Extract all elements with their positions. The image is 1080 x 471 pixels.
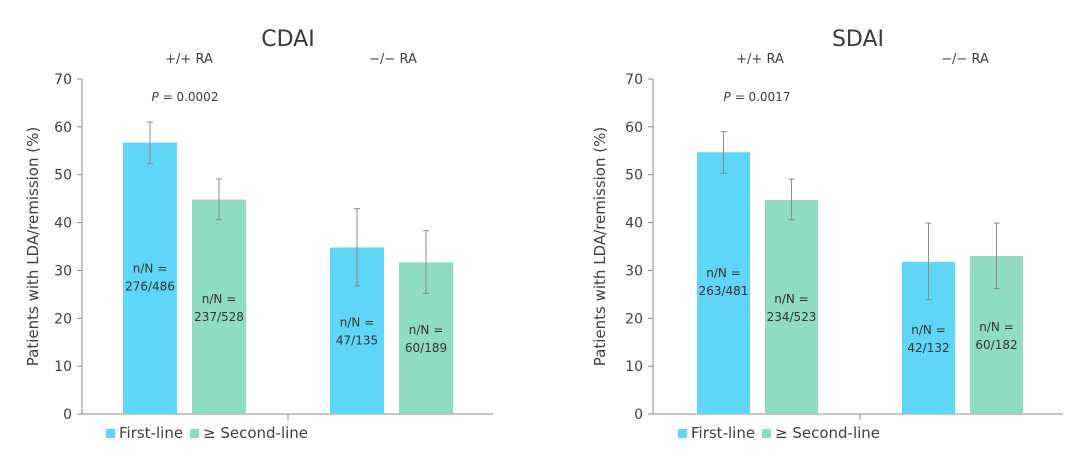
p-value-text: = 0.0002 (159, 90, 219, 104)
n-label-line1: n/N = (340, 316, 375, 330)
y-tick-label: 70 (625, 72, 643, 88)
p-value-annotation: P = 0.0017 (724, 90, 791, 104)
n-label-line2: 60/189 (405, 341, 447, 355)
y-axis-label: Patients with LDA/remission (%) (591, 127, 609, 366)
y-tick-label: 0 (63, 407, 72, 423)
p-value-symbol: P (152, 90, 160, 104)
bar-first-line (123, 142, 177, 414)
y-tick-label: 30 (54, 263, 72, 279)
legend-label-second-line: ≥ Second-line (203, 424, 308, 442)
n-label-line1: n/N = (774, 292, 809, 306)
y-tick-label: 40 (54, 216, 72, 232)
y-tick-label: 10 (625, 359, 643, 375)
n-label-line1: n/N = (202, 292, 237, 306)
y-tick-label: 40 (625, 216, 643, 232)
group-label: +/+ RA (736, 52, 784, 67)
n-label-line2: 234/523 (767, 310, 817, 324)
group-label: −/− RA (369, 52, 417, 67)
chart-title: CDAI (261, 27, 314, 52)
bar-first-line (697, 152, 750, 414)
n-label-line2: 263/481 (699, 284, 749, 298)
y-tick-label: 60 (54, 120, 72, 136)
n-label-line2: 60/182 (975, 338, 1017, 352)
n-label-line1: n/N = (979, 320, 1014, 334)
legend-swatch-first-line (106, 429, 115, 438)
p-value-annotation: P = 0.0002 (152, 90, 219, 104)
y-tick-label: 50 (54, 168, 72, 184)
p-value-symbol: P (724, 90, 732, 104)
legend: First-line ≥ Second-line (106, 424, 308, 442)
legend-swatch-second-line (190, 429, 199, 438)
n-label-line2: 47/135 (336, 334, 378, 348)
n-label-line1: n/N = (911, 323, 946, 337)
legend-swatch-first-line (678, 429, 687, 438)
p-value-text: = 0.0017 (731, 90, 791, 104)
chart-title: SDAI (832, 27, 884, 52)
n-label-line2: 276/486 (125, 279, 175, 293)
y-axis-label: Patients with LDA/remission (%) (24, 127, 42, 366)
y-tick-label: 0 (634, 407, 643, 423)
legend-label-first-line: First-line (691, 424, 755, 442)
y-tick-label: 50 (625, 168, 643, 184)
legend-label-second-line: ≥ Second-line (775, 424, 880, 442)
n-label-line1: n/N = (133, 261, 168, 275)
n-label-line1: n/N = (706, 266, 741, 280)
bar-second-line (192, 199, 246, 414)
n-label-line2: 42/132 (907, 341, 949, 355)
group-label: −/− RA (941, 52, 989, 67)
n-label-line1: n/N = (409, 323, 444, 337)
y-tick-label: 10 (54, 359, 72, 375)
y-tick-label: 30 (625, 263, 643, 279)
y-tick-label: 20 (54, 311, 72, 327)
legend-swatch-second-line (762, 429, 771, 438)
chart-sdai: SDAI +/+ RA −/− RA 0 10 20 30 40 50 60 70 Patients … (591, 27, 1063, 442)
y-tick-label: 60 (625, 120, 643, 136)
y-tick-label: 20 (625, 311, 643, 327)
legend-label-first-line: First-line (119, 424, 183, 442)
bar-second-line (765, 200, 818, 414)
y-tick-label: 70 (54, 72, 72, 88)
legend: First-line ≥ Second-line (678, 424, 880, 442)
n-label-line2: 237/528 (194, 310, 244, 324)
chart-cdai: CDAI +/+ RA −/− RA 0 10 20 30 40 50 60 70 Patients … (24, 27, 493, 442)
group-label: +/+ RA (165, 52, 213, 67)
